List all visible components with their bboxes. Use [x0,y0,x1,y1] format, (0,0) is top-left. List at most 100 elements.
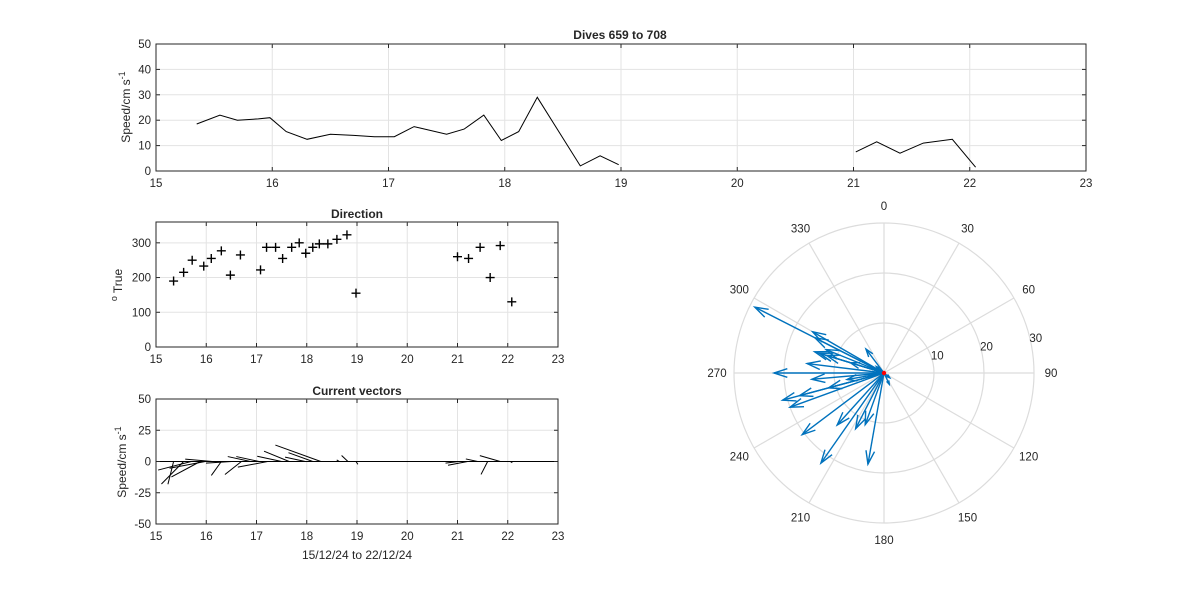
direction-point [351,288,361,298]
p2-xtick-label: 19 [351,354,364,366]
direction-point [278,253,288,263]
p1-xtick-label: 21 [847,178,860,190]
p1-xtick-label: 19 [615,178,628,190]
polar-spoke [883,242,960,374]
p2-xtick-label: 20 [401,354,414,366]
polar-arrow-shaft [867,372,885,465]
current-vector [479,455,501,462]
polar-arrow-head [874,365,881,371]
current-vector [237,461,268,468]
current-vector [185,458,213,462]
direction-point [206,253,216,263]
polar-arrow-head [823,348,841,360]
p1-xtick-label: 16 [266,178,279,190]
current-vector [224,461,242,475]
polar-spoke [883,372,1015,449]
p2-xtick-label: 18 [300,354,313,366]
current-vector [171,461,201,478]
polar-spoke [883,372,960,504]
speed-ticks: 15 16 17 18 19 20 21 22 23 0 10 20 30 40 50 [138,39,1092,190]
p1-xtick-label: 17 [382,178,395,190]
speed-series-line [196,96,619,167]
p1-ytick-label: 10 [138,141,151,153]
direction-point [342,230,352,240]
direction-point [308,242,318,252]
vectors-ticks: 15 16 17 18 19 20 21 22 23 -50 -25 0 25 50 [134,394,564,543]
direction-ylabel: oTrue [109,269,125,302]
polar-labels: 0 30 60 90 120 150 180 210 240 270 300 330 10 20 30 [707,201,1057,547]
direction-ticks: 15 16 17 18 19 20 21 22 23 0 100 200 300 [132,222,564,366]
current-vector [288,452,313,462]
polar-angle-label: 240 [730,452,749,464]
p2-xtick-label: 16 [200,354,213,366]
vectors-xlabel: 15/12/24 to 22/12/24 [302,548,412,562]
speed-panel: Dives 659 to 708 15 16 17 18 19 20 21 22 23 0 10 20… [117,28,1092,190]
vectors-marks [156,444,558,485]
polar-ring [733,222,1035,524]
current-vector [445,461,459,464]
current-vector [169,461,206,469]
p1-xtick-label: 15 [150,178,163,190]
polar-arrow-head [854,414,867,431]
p3-xtick-label: 23 [552,531,565,543]
polar-arrow-head [864,347,874,358]
polar-arrow-head [819,449,833,465]
polar-arrow-shaft [864,372,885,425]
direction-point [256,265,266,275]
polar-arrow-head [780,391,797,402]
polar-angle-label: 300 [730,285,749,297]
p3-xtick-label: 20 [401,531,414,543]
direction-point [475,242,485,252]
p3-ytick-label: 50 [138,394,151,406]
vectors-panel: Current vectors 15 16 17 18 19 20 21 22 23 -50 -25… [113,384,564,562]
speed-panel-title: Dives 659 to 708 [573,28,667,42]
polar-arrow-head [787,398,805,408]
p2-ytick-label: 100 [132,307,151,319]
polar-arrow-shaft [865,348,885,374]
current-vector [257,455,282,462]
polar-spoke [883,297,1015,374]
current-vector [341,455,349,462]
polar-arrow-shaft [820,372,885,464]
p3-xtick-label: 19 [351,531,364,543]
polar-radius-label: 20 [980,342,993,354]
p1-ytick-label: 50 [138,39,151,51]
polar-angle-label: 120 [1019,452,1038,464]
current-vector [480,461,489,475]
current-vector [465,458,478,462]
polar-angle-label: 0 [881,201,887,213]
p3-ytick-label: 25 [138,425,151,437]
direction-point [464,253,474,263]
polar-arrow-shaft [801,372,885,436]
p1-ytick-label: 20 [138,115,151,127]
direction-point [332,234,342,244]
current-vector [157,461,192,471]
current-vector [236,456,260,462]
polar-arrow-shaft [836,372,885,426]
p2-xtick-label: 22 [501,354,514,366]
p3-xtick-label: 17 [250,531,263,543]
polar-arrow-head [826,379,843,390]
polar-arrow-shaft [754,306,885,374]
direction-point [216,246,226,256]
polar-spoke [808,372,885,504]
polar-origin-marker [881,370,887,376]
direction-point [485,273,495,283]
polar-radius-label: 30 [1029,333,1042,345]
polar-arrow-head [797,387,814,398]
current-vector [210,461,222,476]
p3-ytick-label: -50 [134,519,151,531]
polar-arrow-shaft [811,372,885,381]
direction-point [301,248,311,258]
polar-arrow-shaft [855,372,885,430]
direction-marks [169,230,517,307]
polar-angle-label: 180 [874,535,893,547]
current-vector [167,461,175,485]
direction-point [187,255,197,265]
p3-xtick-label: 22 [501,531,514,543]
p2-ytick-label: 300 [132,238,151,250]
p3-ytick-label: -25 [134,488,151,500]
current-vector [205,461,232,464]
p3-ytick-label: 0 [145,457,151,469]
direction-point [235,250,245,260]
